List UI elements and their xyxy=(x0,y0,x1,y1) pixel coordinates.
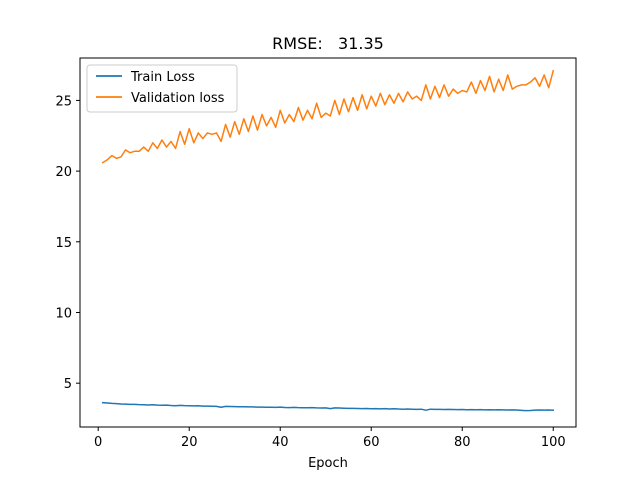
plot-lines xyxy=(101,69,555,412)
x-tick-label: 40 xyxy=(272,435,289,450)
legend: Train Loss Validation loss xyxy=(86,64,238,113)
x-axis: 0 20 40 60 80 100 xyxy=(94,427,566,450)
legend-box xyxy=(86,64,238,113)
x-tick-label: 20 xyxy=(181,435,198,450)
y-tick-label: 20 xyxy=(55,165,72,180)
y-tick-label: 15 xyxy=(55,236,72,251)
x-axis-label: Epoch xyxy=(308,456,348,471)
x-tick-label: 0 xyxy=(94,435,102,450)
series-line-1 xyxy=(101,401,555,412)
x-tick-label: 60 xyxy=(363,435,380,450)
legend-label-2: Validation loss xyxy=(131,91,225,106)
y-tick-label: 10 xyxy=(55,306,72,321)
y-tick-label: 5 xyxy=(64,377,72,392)
chart-title: RMSE: 31.35 xyxy=(272,34,384,53)
x-tick-label: 100 xyxy=(541,435,566,450)
x-tick-label: 80 xyxy=(454,435,471,450)
plot-frame xyxy=(79,57,577,428)
y-axis: 5 10 15 20 25 xyxy=(55,94,80,392)
series-line-2 xyxy=(101,69,555,164)
legend-label-1: Train Loss xyxy=(130,70,195,85)
y-tick-label: 25 xyxy=(55,94,72,109)
